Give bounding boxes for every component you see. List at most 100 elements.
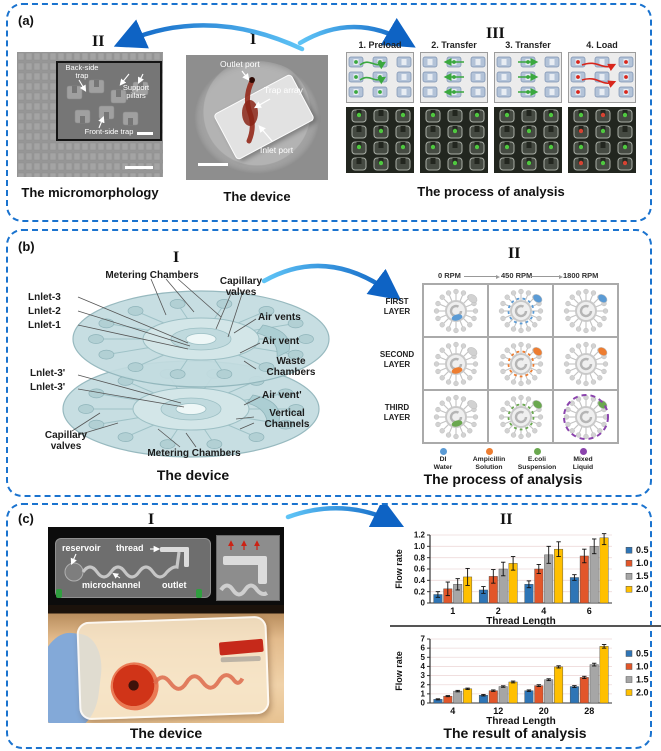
inlet-1-label: Lnlet-1 [28, 320, 61, 331]
legend-line: DI [439, 456, 447, 463]
legend-ampicillin: Ampicillin Solution [466, 448, 512, 472]
grid-cell [423, 284, 488, 337]
svg-text:0.2: 0.2 [414, 587, 426, 596]
sem-pattern [17, 52, 163, 177]
bar [599, 646, 609, 704]
device-annotations [241, 70, 273, 144]
svg-text:1.5: 1.5 [636, 674, 649, 684]
schematic-inset: reservoir thread microchannel outlet [48, 527, 284, 605]
scale-bar [198, 163, 228, 166]
bar [589, 546, 599, 604]
layer-word: LAYER [383, 359, 411, 369]
ampicillin-dot-icon [485, 448, 493, 455]
svg-text:0.6: 0.6 [414, 565, 426, 574]
panel-a: (a) II I III [6, 3, 652, 222]
step-micrograph [568, 107, 636, 173]
bar [534, 568, 544, 604]
legend-line: Water [433, 463, 453, 471]
bar [488, 690, 498, 704]
numeral-I-c: I [148, 511, 155, 528]
di-water-dot-icon [439, 448, 447, 455]
disc-state-icon [563, 341, 608, 386]
centrifugal-device [62, 278, 330, 458]
disc-state-icon [433, 394, 478, 439]
row-word: SECOND [379, 350, 415, 359]
outlet-port-label: Outlet port [220, 59, 260, 69]
layer-rpm-grid [422, 283, 619, 444]
device-caption-a: The device [223, 189, 291, 204]
svg-text:4: 4 [450, 706, 455, 716]
rpm-arrow-icon [464, 274, 500, 279]
capillary-valves-top-label: Capillary valves [219, 276, 263, 298]
capillary-valves-bottom-label: Capillary valves [44, 430, 88, 452]
thread-device-photo: reservoir thread microchannel outlet [48, 527, 284, 723]
schematic-slide: reservoir thread microchannel outlet [55, 538, 211, 598]
svg-text:0.5: 0.5 [636, 545, 649, 555]
grid-cell [423, 337, 488, 390]
step-schematic [568, 52, 636, 103]
process-step-2: 2. Transfer [420, 40, 488, 173]
hand-photo [48, 605, 284, 723]
flow-arrow-to-III-icon [297, 17, 416, 48]
front-side-trap-label: Front-side trap [84, 127, 134, 136]
svg-text:Thread Length: Thread Length [486, 716, 555, 727]
svg-text:6: 6 [587, 606, 592, 616]
svg-text:1.0: 1.0 [636, 661, 649, 671]
chart-divider [390, 625, 661, 627]
row-word: THIRD [384, 403, 410, 412]
svg-text:0.5: 0.5 [636, 648, 649, 658]
clamp-mark-icon [56, 589, 62, 598]
rpm-0-label: 0 RPM [438, 271, 461, 280]
svg-text:1: 1 [421, 689, 426, 698]
microchannel-label: microchannel [82, 580, 141, 590]
grid-cell [488, 284, 553, 337]
step-schematic [346, 52, 414, 103]
numeral-III: III [486, 25, 505, 42]
svg-text:2: 2 [496, 606, 501, 616]
schematic-drawing [64, 545, 189, 582]
disc-state-icon [563, 288, 608, 333]
svg-text:Flow rate: Flow rate [394, 651, 404, 691]
bar [443, 695, 453, 704]
numeral-II: II [92, 33, 105, 50]
legend-line: Ampicillin [472, 456, 506, 463]
bar [498, 686, 508, 704]
bar [569, 577, 579, 604]
bar [554, 548, 564, 604]
svg-text:1.0: 1.0 [414, 542, 426, 551]
panel-c-label: (c) [18, 511, 34, 526]
disc-state-icon [433, 288, 478, 333]
svg-text:1.2: 1.2 [414, 531, 426, 540]
red-channel [152, 673, 245, 691]
numeral-I-b: I [173, 249, 180, 266]
ecoli-dot-icon [533, 448, 541, 455]
numeral-II-b: II [508, 245, 521, 262]
step-label: 4. Load [586, 40, 618, 50]
scale-bar [125, 166, 153, 169]
step-micrograph [346, 107, 414, 173]
disc-state-icon [562, 393, 609, 440]
air-vent-label: Air vent [262, 336, 300, 347]
legend-line: E.coli [527, 456, 547, 463]
flow-arrow-to-II-icon [113, 19, 305, 52]
bar [554, 666, 564, 704]
bar [508, 681, 518, 704]
bar [599, 537, 609, 604]
support-pillars-label: Support pillars [122, 83, 150, 101]
layer-word: LAYER [383, 306, 411, 316]
inlet-3p2-label: Lnlet-3' [30, 382, 66, 393]
legend-line: Solution [475, 463, 503, 471]
row-second-layer: SECOND LAYER [374, 350, 420, 369]
bar [569, 686, 579, 704]
step-micrograph [420, 107, 488, 173]
disc-state-icon [498, 394, 543, 439]
step-schematic [494, 52, 562, 103]
svg-text:1.5: 1.5 [636, 571, 649, 581]
rpm-1800-label: 1800 RPM [563, 271, 599, 280]
outlet-label: outlet [162, 580, 187, 590]
thread-label: thread [116, 543, 144, 553]
svg-text:0: 0 [421, 699, 426, 708]
process-step-1: 1. Preload [346, 40, 414, 173]
row-third-layer: THIRD LAYER [374, 403, 420, 422]
